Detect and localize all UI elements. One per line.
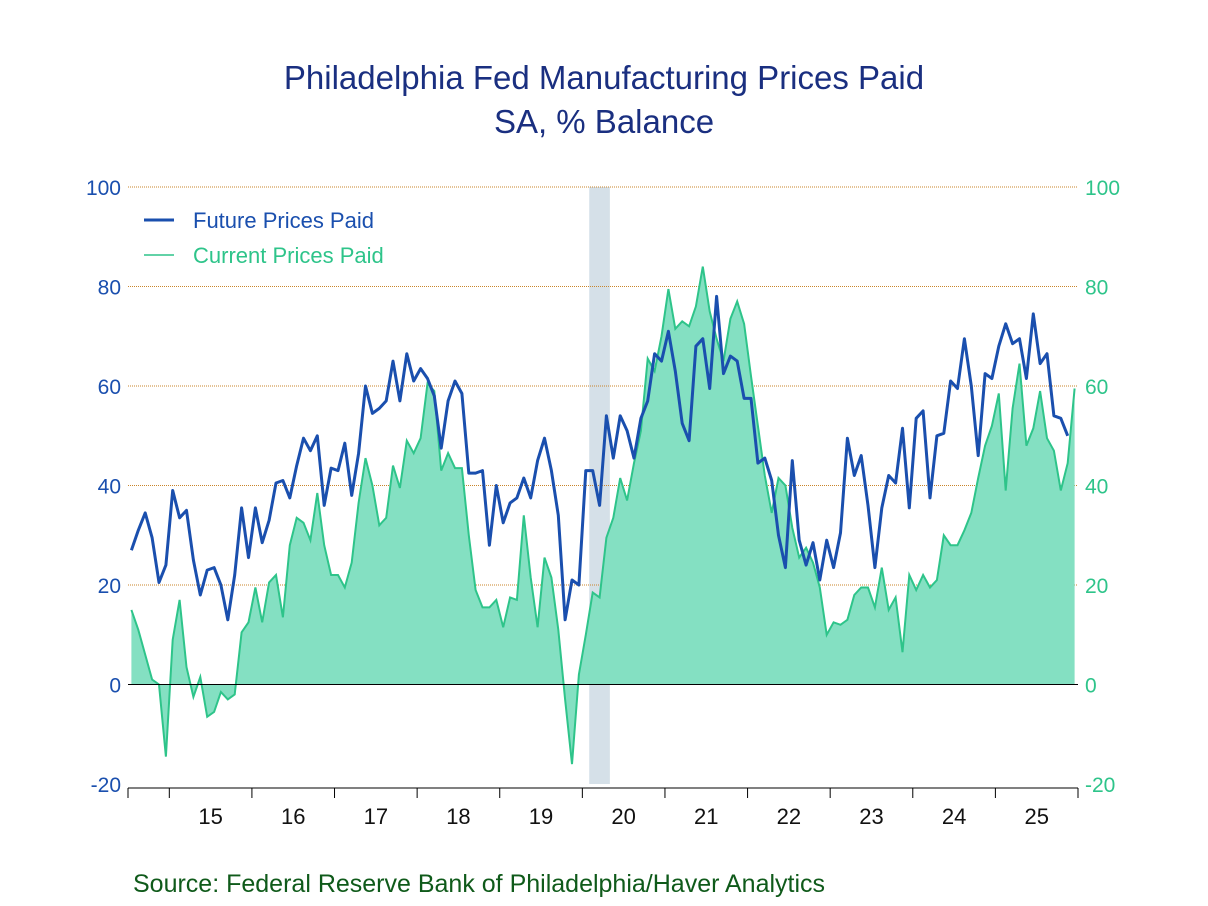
x-tick-label: 16 — [281, 804, 305, 829]
chart-subtitle: SA, % Balance — [493, 103, 715, 140]
x-tick-label: 17 — [364, 804, 388, 829]
x-tick-label: 19 — [529, 804, 553, 829]
y-tick-label-left: 20 — [98, 575, 121, 598]
chart-source: Source: Federal Reserve Bank of Philadel… — [133, 870, 826, 898]
legend-label-future-prices-paid: Future Prices Paid — [193, 208, 374, 233]
x-tick-label: 21 — [694, 804, 718, 829]
y-tick-label-left: 0 — [109, 675, 121, 698]
y-tick-label-left: 80 — [98, 277, 121, 300]
y-tick-label-right: -20 — [1085, 774, 1115, 797]
chart-title: Philadelphia Fed Manufacturing Prices Pa… — [283, 59, 925, 96]
y-tick-label-left: -20 — [91, 774, 121, 797]
x-tick-label: 23 — [859, 804, 883, 829]
y-tick-label-left: 60 — [98, 376, 121, 399]
x-tick-label: 22 — [777, 804, 801, 829]
x-tick-label: 25 — [1024, 804, 1048, 829]
y-tick-label-right: 0 — [1085, 675, 1097, 698]
series-line-current-prices-paid — [130, 266, 1076, 765]
y-tick-label-right: 100 — [1085, 177, 1120, 200]
x-tick-label: 20 — [611, 804, 635, 829]
x-tick-label: 24 — [942, 804, 966, 829]
y-tick-label-right: 80 — [1085, 277, 1108, 300]
y-tick-label-right: 40 — [1085, 476, 1108, 499]
x-tick-label: 15 — [198, 804, 222, 829]
y-tick-label-right: 60 — [1085, 376, 1108, 399]
legend-label-current-prices-paid: Current Prices Paid — [193, 243, 384, 268]
y-tick-label-left: 100 — [86, 177, 121, 200]
y-tick-label-left: 40 — [98, 476, 121, 499]
y-tick-label-right: 20 — [1085, 575, 1108, 598]
x-tick-label: 18 — [446, 804, 470, 829]
series-line-future-prices-paid — [129, 294, 1070, 622]
series-area-current-prices-paid — [131, 266, 1075, 765]
